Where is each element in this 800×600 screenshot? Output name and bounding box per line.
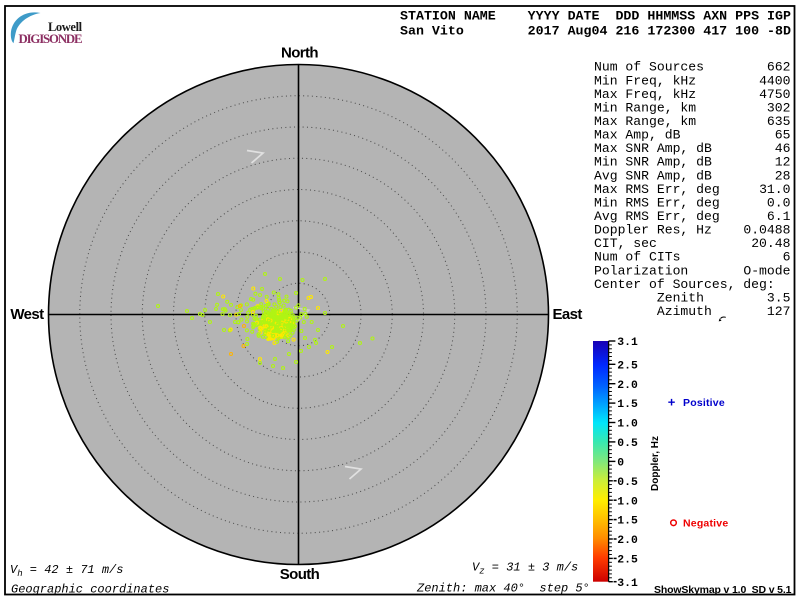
svg-text:Avg RMS Err, deg: Avg RMS Err, deg — [594, 209, 720, 224]
svg-text:6.1: 6.1 — [767, 209, 791, 224]
svg-text:662: 662 — [767, 60, 791, 75]
svg-text:North: North — [281, 44, 318, 61]
svg-text:12: 12 — [775, 155, 791, 170]
svg-text:Max RMS Err, deg: Max RMS Err, deg — [594, 182, 720, 197]
svg-text:Max Range, km: Max Range, km — [594, 114, 696, 129]
svg-text:O-mode: O-mode — [743, 263, 790, 278]
svg-text:1.5: 1.5 — [617, 399, 638, 411]
svg-text:0: 0 — [617, 458, 624, 470]
svg-text:Lowell: Lowell — [48, 20, 83, 34]
svg-text:DIGISONDE: DIGISONDE — [19, 32, 83, 46]
svg-text:1.5: 1.5 — [617, 516, 638, 528]
svg-text:West: West — [10, 306, 44, 323]
svg-text:Vh = 42 ± 71 m/s: Vh = 42 ± 71 m/s — [10, 563, 123, 579]
svg-text:Doppler Res, Hz: Doppler Res, Hz — [594, 223, 712, 238]
svg-text:1.0: 1.0 — [617, 496, 638, 508]
svg-text:San Vito 2017 Aug04 216: San Vito 2017 Aug04 216 172300 417 100 -… — [400, 24, 791, 39]
svg-text:Max Amp, dB: Max Amp, dB — [594, 128, 681, 143]
svg-text:+: + — [668, 395, 676, 410]
svg-text:2.5: 2.5 — [617, 555, 638, 567]
svg-text:65: 65 — [775, 128, 791, 143]
svg-text:2.0: 2.0 — [617, 535, 638, 547]
svg-text:Center of Sources, deg:: Center of Sources, deg: — [594, 277, 775, 292]
svg-text:Num of Sources: Num of Sources — [594, 60, 704, 75]
svg-text:Min Range, km: Min Range, km — [594, 100, 696, 115]
svg-text:46: 46 — [775, 141, 791, 156]
svg-text:Num of CITs: Num of CITs — [594, 250, 680, 265]
svg-text:28: 28 — [775, 168, 791, 183]
svg-text:Doppler, Hz: Doppler, Hz — [650, 436, 661, 491]
svg-text:Zenith: max 40° step 5°: Zenith: max 40° step 5° — [416, 582, 590, 596]
svg-text:4750: 4750 — [759, 87, 791, 102]
svg-text:Positive: Positive — [683, 397, 725, 409]
svg-text:STATION NAME YYYY DATE DDD: STATION NAME YYYY DATE DDD HHMMSS AXN PP… — [400, 8, 791, 23]
svg-text:Max SNR Amp, dB: Max SNR Amp, dB — [594, 141, 712, 156]
svg-text:CIT, sec: CIT, sec — [594, 236, 657, 251]
svg-text:20.48: 20.48 — [751, 236, 790, 251]
svg-text:Avg SNR Amp, dB: Avg SNR Amp, dB — [594, 168, 712, 183]
svg-text:127: 127 — [767, 304, 791, 319]
svg-text:Vz = 31 ± 3 m/s: Vz = 31 ± 3 m/s — [472, 561, 578, 577]
svg-text:635: 635 — [767, 114, 791, 129]
svg-text:Max Freq, kHz: Max Freq, kHz — [594, 87, 696, 102]
svg-text:31.0: 31.0 — [759, 182, 791, 197]
svg-text:3.5: 3.5 — [767, 290, 791, 305]
svg-text:302: 302 — [767, 100, 791, 115]
svg-text:2.0: 2.0 — [617, 380, 638, 392]
svg-text:0.5: 0.5 — [617, 438, 638, 450]
svg-text:Min RMS Err, deg: Min RMS Err, deg — [594, 195, 720, 210]
svg-text:6: 6 — [783, 250, 791, 265]
svg-text:South: South — [280, 566, 320, 583]
svg-text:ShowSkymap v 1.0 SD v 5.1: ShowSkymap v 1.0 SD v 5.1 — [654, 584, 792, 596]
svg-text:3.1: 3.1 — [617, 578, 638, 590]
svg-text:Negative: Negative — [683, 518, 728, 530]
svg-text:4400: 4400 — [759, 73, 791, 88]
svg-text:East: East — [553, 306, 583, 323]
svg-text:3.1: 3.1 — [617, 337, 638, 349]
svg-text:Zenith: Zenith — [594, 290, 704, 305]
svg-text:Geographic coordinates: Geographic coordinates — [11, 583, 169, 597]
svg-text:0.0488: 0.0488 — [743, 223, 790, 238]
svg-text:1.0: 1.0 — [617, 419, 638, 431]
svg-text:0.5: 0.5 — [617, 477, 638, 489]
svg-text:Polarization: Polarization — [594, 263, 688, 278]
svg-text:Min SNR Amp, dB: Min SNR Amp, dB — [594, 155, 712, 170]
svg-text:0.0: 0.0 — [767, 195, 791, 210]
svg-text:2.5: 2.5 — [617, 360, 638, 372]
svg-text:Min Freq, kHz: Min Freq, kHz — [594, 73, 696, 88]
svg-text:Azimuth: Azimuth — [594, 304, 712, 319]
